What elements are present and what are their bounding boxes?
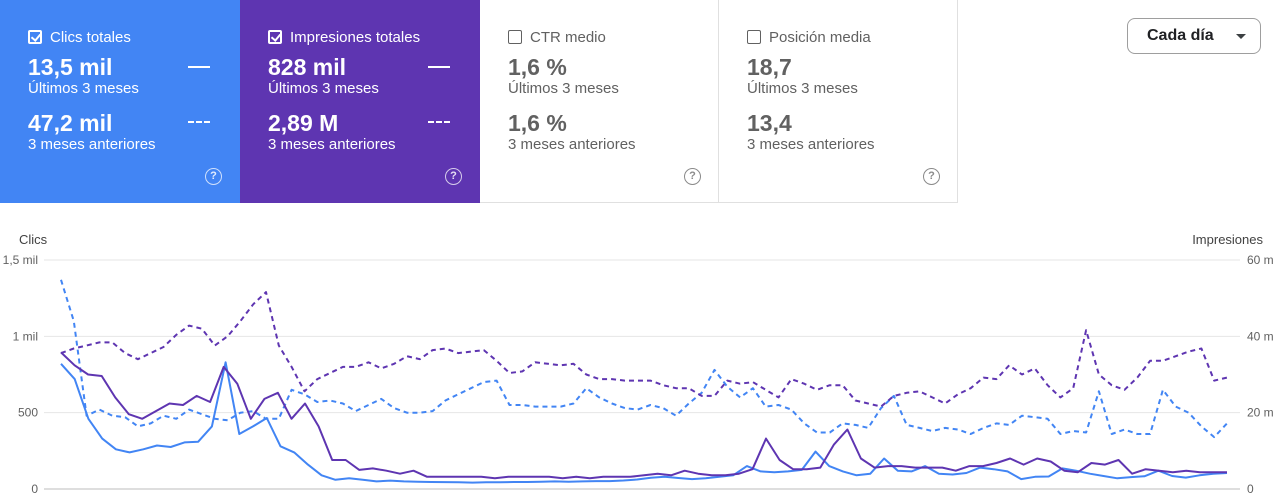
- dashed-line-legend-icon: [428, 121, 450, 123]
- checkbox-checked-icon[interactable]: [268, 30, 282, 44]
- checkbox-unchecked-icon[interactable]: [747, 30, 761, 44]
- help-icon[interactable]: ?: [445, 168, 462, 185]
- caret-down-icon: [1236, 34, 1246, 39]
- card-ctr-header[interactable]: CTR medio: [508, 28, 718, 46]
- card-clicks-label: Clics totales: [50, 28, 131, 46]
- card-position[interactable]: Posición media 18,7 Últimos 3 meses 13,4…: [719, 0, 958, 203]
- help-icon[interactable]: ?: [684, 168, 701, 185]
- series-line-clicks: [60, 361, 1228, 484]
- checkbox-unchecked-icon[interactable]: [508, 30, 522, 44]
- card-impressions[interactable]: Impresiones totales 828 mil Últimos 3 me…: [240, 0, 480, 203]
- left-axis-tick-label: 1,5 mil: [3, 253, 38, 267]
- card-ctr-value-previous: 1,6 %: [508, 110, 567, 136]
- card-impressions-value-previous: 2,89 M: [268, 110, 339, 136]
- card-clicks[interactable]: Clics totales 13,5 mil Últimos 3 meses 4…: [0, 0, 240, 203]
- card-position-period: Últimos 3 meses: [747, 80, 858, 97]
- card-position-value: 18,7: [747, 54, 792, 80]
- card-ctr-period: Últimos 3 meses: [508, 80, 619, 97]
- card-position-value-previous: 13,4: [747, 110, 792, 136]
- right-axis-tick-label: 40 m: [1247, 329, 1274, 343]
- card-position-period-previous: 3 meses anteriores: [747, 136, 875, 153]
- performance-chart[interactable]: Clics Impresiones 0 500 1 mil 1,5 mil 0 20 m…: [0, 210, 1280, 495]
- right-axis-tick-label: 0: [1247, 482, 1254, 495]
- left-axis-tick-label: 1 mil: [13, 329, 38, 343]
- card-clicks-value: 13,5 mil: [28, 54, 113, 80]
- right-axis-tick-label: 60 m: [1247, 253, 1274, 267]
- chart-lines: [60, 279, 1228, 484]
- card-impressions-value: 828 mil: [268, 54, 346, 80]
- card-impressions-label: Impresiones totales: [290, 28, 421, 46]
- help-icon[interactable]: ?: [205, 168, 222, 185]
- checkbox-checked-icon[interactable]: [28, 30, 42, 44]
- right-axis-title: Impresiones: [1192, 232, 1263, 247]
- help-icon[interactable]: ?: [923, 168, 940, 185]
- left-axis-title: Clics: [19, 232, 48, 247]
- left-axis-ticks: 0 500 1 mil 1,5 mil: [3, 253, 39, 495]
- solid-line-legend-icon: [428, 66, 450, 68]
- dashed-line-legend-icon: [188, 121, 210, 123]
- right-axis-ticks: 0 20 m 40 m 60 m: [1247, 253, 1274, 495]
- card-clicks-header[interactable]: Clics totales: [28, 28, 240, 46]
- card-clicks-period: Últimos 3 meses: [28, 80, 139, 97]
- series-line-impressions-previous: [60, 291, 1228, 408]
- right-axis-tick-label: 20 m: [1247, 406, 1274, 420]
- card-clicks-period-previous: 3 meses anteriores: [28, 136, 156, 153]
- card-clicks-value-previous: 47,2 mil: [28, 110, 113, 136]
- card-impressions-header[interactable]: Impresiones totales: [268, 28, 480, 46]
- granularity-dropdown-label: Cada día: [1147, 27, 1214, 44]
- card-ctr[interactable]: CTR medio 1,6 % Últimos 3 meses 1,6 % 3 …: [480, 0, 719, 203]
- left-axis-tick-label: 0: [31, 482, 38, 495]
- card-ctr-label: CTR medio: [530, 28, 606, 46]
- left-axis-tick-label: 500: [18, 406, 38, 420]
- card-ctr-period-previous: 3 meses anteriores: [508, 136, 636, 153]
- chart-grid: [44, 259, 1240, 490]
- card-ctr-value: 1,6 %: [508, 54, 567, 80]
- solid-line-legend-icon: [188, 66, 210, 68]
- card-position-label: Posición media: [769, 28, 871, 46]
- card-impressions-period: Últimos 3 meses: [268, 80, 379, 97]
- series-line-impressions: [60, 351, 1227, 480]
- granularity-dropdown[interactable]: Cada día: [1127, 18, 1261, 54]
- card-impressions-period-previous: 3 meses anteriores: [268, 136, 396, 153]
- card-position-header[interactable]: Posición media: [747, 28, 957, 46]
